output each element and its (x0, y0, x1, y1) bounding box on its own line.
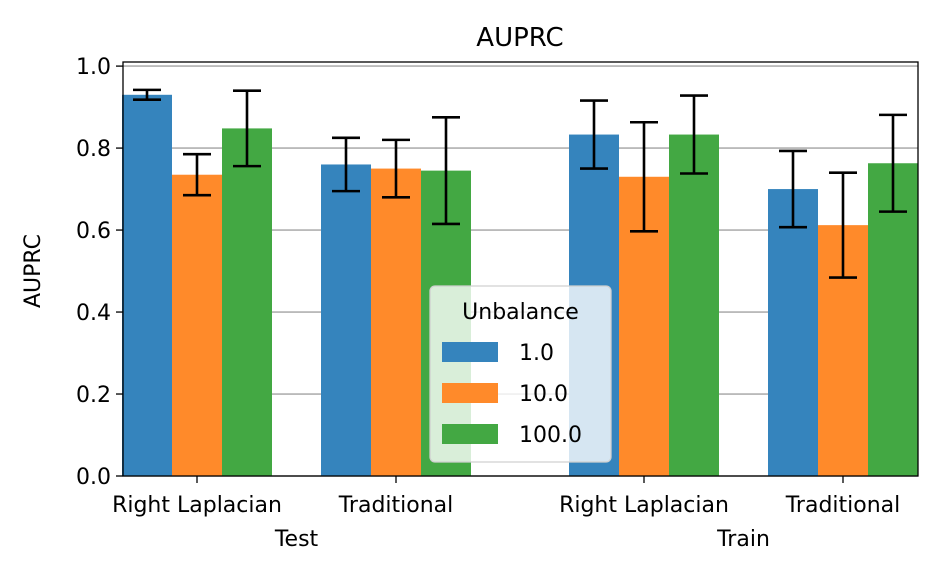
legend-label: 1.0 (519, 341, 554, 366)
bar (172, 174, 222, 476)
group-label: Train (716, 527, 770, 552)
bar (222, 128, 272, 476)
bar (868, 163, 918, 476)
x-ticks: Right Laplacian Traditional Right Laplacia… (112, 476, 900, 552)
y-tick-label: 0.0 (76, 465, 111, 490)
bar (768, 189, 818, 476)
plot-frame (122, 61, 919, 477)
legend-title: Unbalance (462, 300, 579, 325)
y-tick-label: 1.0 (76, 55, 111, 80)
bar (122, 94, 172, 476)
chart-title: AUPRC (476, 23, 563, 53)
y-tick-label: 0.2 (76, 383, 111, 408)
x-tick-label: Right Laplacian (112, 493, 282, 518)
y-axis-label: AUPRC (21, 234, 46, 308)
error-bars (133, 88, 907, 279)
bar (669, 134, 719, 476)
y-ticks: 0.0 0.2 0.4 0.6 0.8 1.0 (76, 55, 123, 490)
legend-swatch (442, 383, 498, 403)
group-label: Test (274, 527, 319, 552)
legend-swatch (442, 424, 498, 444)
legend-label: 100.0 (519, 423, 582, 448)
legend-box (429, 285, 612, 463)
legend: Unbalance 1.0 10.0 100.0 (429, 285, 612, 463)
x-tick-label: Traditional (338, 493, 454, 518)
y-tick-label: 0.6 (76, 219, 111, 244)
legend-swatch (442, 342, 498, 362)
bar (321, 164, 371, 476)
y-tick-label: 0.4 (76, 301, 111, 326)
y-tick-label: 0.8 (76, 137, 111, 162)
bar (371, 168, 421, 476)
x-tick-label: Traditional (785, 493, 901, 518)
legend-label: 10.0 (519, 382, 568, 407)
x-tick-label: Right Laplacian (559, 493, 729, 518)
